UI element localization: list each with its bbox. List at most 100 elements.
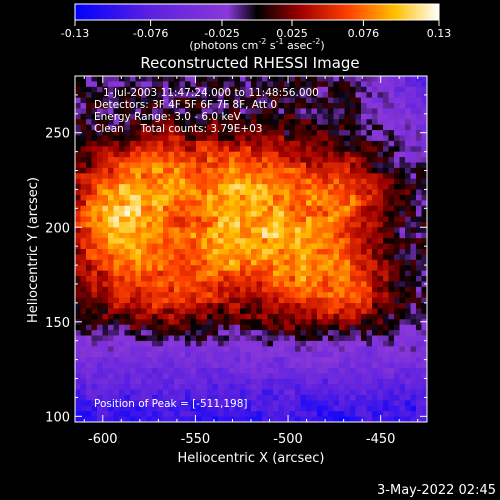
heatmap-cell xyxy=(113,276,120,283)
heatmap-cell xyxy=(328,340,335,347)
heatmap-cell xyxy=(322,243,329,250)
heatmap-cell xyxy=(168,81,175,88)
heatmap-cell xyxy=(190,108,197,115)
heatmap-cell xyxy=(135,286,142,293)
heatmap-cell xyxy=(119,373,126,380)
heatmap-cell xyxy=(339,400,346,407)
heatmap-cell xyxy=(146,140,153,147)
heatmap-cell xyxy=(97,340,104,347)
heatmap-cell xyxy=(317,411,324,418)
heatmap-cell xyxy=(267,167,274,174)
heatmap-cell xyxy=(322,270,329,277)
heatmap-cell xyxy=(366,297,373,304)
heatmap-cell xyxy=(383,146,390,153)
heatmap-cell xyxy=(80,330,87,337)
heatmap-cell xyxy=(361,276,368,283)
heatmap-cell xyxy=(223,281,230,288)
heatmap-cell xyxy=(240,216,247,223)
heatmap-cell xyxy=(394,405,401,412)
heatmap-cell xyxy=(344,97,351,104)
heatmap-cell xyxy=(289,330,296,337)
heatmap-cell xyxy=(311,249,318,256)
heatmap-cell xyxy=(377,259,384,266)
heatmap-cell xyxy=(212,108,219,115)
heatmap-cell xyxy=(399,130,406,137)
heatmap-cell xyxy=(141,97,148,104)
heatmap-cell xyxy=(339,416,346,422)
heatmap-cell xyxy=(251,330,258,337)
heatmap-cell xyxy=(229,292,236,299)
heatmap-cell xyxy=(86,130,93,137)
heatmap-cell xyxy=(119,76,126,83)
heatmap-cell xyxy=(196,308,203,315)
heatmap-cell xyxy=(405,330,412,337)
heatmap-cell xyxy=(168,313,175,320)
heatmap-cell xyxy=(322,346,329,353)
heatmap-cell xyxy=(416,97,423,104)
heatmap-cell xyxy=(295,92,302,99)
heatmap-cell xyxy=(366,189,373,196)
heatmap-cell xyxy=(361,108,368,115)
heatmap-cell xyxy=(196,130,203,137)
heatmap-cell xyxy=(344,313,351,320)
heatmap-cell xyxy=(328,249,335,256)
heatmap-cell xyxy=(146,281,153,288)
heatmap-cell xyxy=(240,362,247,369)
heatmap-cell xyxy=(146,211,153,218)
heatmap-cell xyxy=(108,378,115,385)
heatmap-cell xyxy=(168,76,175,83)
heatmap-cell xyxy=(168,167,175,174)
heatmap-cell xyxy=(174,286,181,293)
heatmap-cell xyxy=(278,400,285,407)
heatmap-cell xyxy=(273,378,280,385)
colorbar-tick-label: 0.025 xyxy=(276,27,308,40)
heatmap-cell xyxy=(86,265,93,272)
heatmap-cell xyxy=(306,265,313,272)
heatmap-cell xyxy=(328,151,335,158)
heatmap-cell xyxy=(174,146,181,153)
heatmap-cell xyxy=(394,313,401,320)
heatmap-cell xyxy=(196,335,203,342)
heatmap-cell xyxy=(262,200,269,207)
heatmap-cell xyxy=(212,324,219,331)
heatmap-cell xyxy=(163,362,170,369)
heatmap-cell xyxy=(284,157,291,164)
heatmap-cell xyxy=(355,324,362,331)
heatmap-cell xyxy=(91,103,98,110)
annotation-time-range: 1-Jul-2003 11:47:24.000 to 11:48:56.000 xyxy=(103,87,319,99)
heatmap-cell xyxy=(135,243,142,250)
heatmap-cell xyxy=(289,243,296,250)
heatmap-cell xyxy=(278,200,285,207)
heatmap-cell xyxy=(405,276,412,283)
heatmap-cell xyxy=(317,232,324,239)
heatmap-cell xyxy=(333,389,340,396)
heatmap-cell xyxy=(251,157,258,164)
heatmap-cell xyxy=(108,162,115,169)
heatmap-cell xyxy=(333,81,340,88)
heatmap-cell xyxy=(333,157,340,164)
heatmap-cell xyxy=(124,146,131,153)
heatmap-cell xyxy=(256,281,263,288)
heatmap-cell xyxy=(339,243,346,250)
heatmap-cell xyxy=(394,103,401,110)
heatmap-cell xyxy=(295,249,302,256)
heatmap-cell xyxy=(278,178,285,185)
heatmap-cell xyxy=(399,400,406,407)
heatmap-cell xyxy=(267,411,274,418)
heatmap-cell xyxy=(245,340,252,347)
heatmap-cell xyxy=(317,238,324,245)
heatmap-cell xyxy=(388,308,395,315)
heatmap-cell xyxy=(108,167,115,174)
heatmap-cell xyxy=(245,384,252,391)
heatmap-cell xyxy=(399,384,406,391)
heatmap-cell xyxy=(141,113,148,120)
heatmap-cell xyxy=(108,216,115,223)
heatmap-cell xyxy=(207,124,214,131)
heatmap-cell xyxy=(388,76,395,83)
heatmap-cell xyxy=(372,146,379,153)
heatmap-cell xyxy=(372,113,379,120)
heatmap-cell xyxy=(262,157,269,164)
heatmap-cell xyxy=(267,221,274,228)
heatmap-cell xyxy=(102,303,109,310)
heatmap-cell xyxy=(355,140,362,147)
